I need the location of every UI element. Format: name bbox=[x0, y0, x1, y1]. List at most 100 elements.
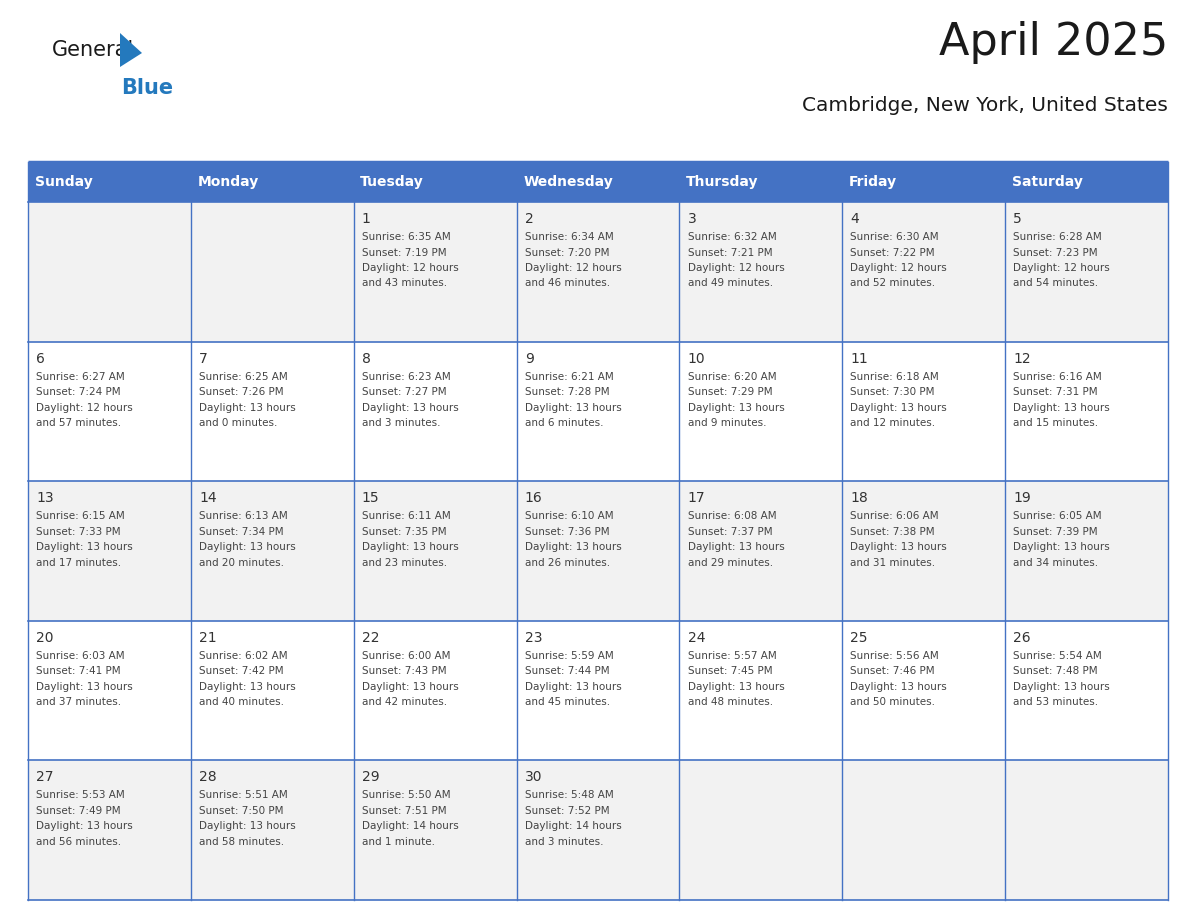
Text: Daylight: 13 hours: Daylight: 13 hours bbox=[36, 543, 133, 553]
Text: Daylight: 12 hours: Daylight: 12 hours bbox=[688, 263, 784, 273]
Text: Sunset: 7:19 PM: Sunset: 7:19 PM bbox=[362, 248, 447, 258]
Text: Sunset: 7:29 PM: Sunset: 7:29 PM bbox=[688, 387, 772, 397]
Bar bbox=[29, 202, 1168, 341]
Text: Sunset: 7:35 PM: Sunset: 7:35 PM bbox=[362, 527, 447, 537]
Text: Daylight: 14 hours: Daylight: 14 hours bbox=[525, 822, 621, 832]
Text: Sunrise: 6:18 AM: Sunrise: 6:18 AM bbox=[851, 372, 940, 382]
Text: Sunrise: 5:57 AM: Sunrise: 5:57 AM bbox=[688, 651, 776, 661]
Text: 12: 12 bbox=[1013, 352, 1031, 365]
Text: 23: 23 bbox=[525, 631, 542, 644]
Text: Sunrise: 6:34 AM: Sunrise: 6:34 AM bbox=[525, 232, 613, 242]
Text: Sunrise: 6:15 AM: Sunrise: 6:15 AM bbox=[36, 511, 125, 521]
Text: Sunrise: 6:13 AM: Sunrise: 6:13 AM bbox=[200, 511, 287, 521]
Text: Sunrise: 6:11 AM: Sunrise: 6:11 AM bbox=[362, 511, 450, 521]
Text: and 48 minutes.: and 48 minutes. bbox=[688, 698, 772, 707]
Text: Daylight: 13 hours: Daylight: 13 hours bbox=[36, 822, 133, 832]
Text: Sunrise: 6:35 AM: Sunrise: 6:35 AM bbox=[362, 232, 450, 242]
Text: and 43 minutes.: and 43 minutes. bbox=[362, 278, 447, 288]
Text: Sunrise: 6:03 AM: Sunrise: 6:03 AM bbox=[36, 651, 125, 661]
Bar bbox=[29, 621, 1168, 760]
Text: Sunrise: 6:23 AM: Sunrise: 6:23 AM bbox=[362, 372, 450, 382]
Text: 8: 8 bbox=[362, 352, 371, 365]
Text: and 57 minutes.: and 57 minutes. bbox=[36, 418, 121, 428]
Text: Monday: Monday bbox=[197, 175, 259, 189]
Text: Sunset: 7:43 PM: Sunset: 7:43 PM bbox=[362, 666, 447, 677]
Text: Cambridge, New York, United States: Cambridge, New York, United States bbox=[802, 95, 1168, 115]
Text: Sunrise: 5:54 AM: Sunrise: 5:54 AM bbox=[1013, 651, 1102, 661]
Text: and 15 minutes.: and 15 minutes. bbox=[1013, 418, 1099, 428]
Bar bbox=[29, 760, 1168, 900]
Text: Sunset: 7:31 PM: Sunset: 7:31 PM bbox=[1013, 387, 1098, 397]
Text: Sunset: 7:41 PM: Sunset: 7:41 PM bbox=[36, 666, 121, 677]
Text: 4: 4 bbox=[851, 212, 859, 226]
Text: Sunrise: 6:30 AM: Sunrise: 6:30 AM bbox=[851, 232, 939, 242]
Text: 19: 19 bbox=[1013, 491, 1031, 505]
Text: Sunset: 7:22 PM: Sunset: 7:22 PM bbox=[851, 248, 935, 258]
Text: Sunrise: 6:06 AM: Sunrise: 6:06 AM bbox=[851, 511, 939, 521]
Text: Daylight: 13 hours: Daylight: 13 hours bbox=[200, 822, 296, 832]
Text: Sunset: 7:52 PM: Sunset: 7:52 PM bbox=[525, 806, 609, 816]
Text: Sunrise: 6:27 AM: Sunrise: 6:27 AM bbox=[36, 372, 125, 382]
Text: Daylight: 13 hours: Daylight: 13 hours bbox=[200, 543, 296, 553]
Text: Sunrise: 6:02 AM: Sunrise: 6:02 AM bbox=[200, 651, 287, 661]
Text: Sunrise: 6:08 AM: Sunrise: 6:08 AM bbox=[688, 511, 776, 521]
Text: 10: 10 bbox=[688, 352, 706, 365]
Text: Wednesday: Wednesday bbox=[523, 175, 613, 189]
Text: and 0 minutes.: and 0 minutes. bbox=[200, 418, 277, 428]
Text: and 42 minutes.: and 42 minutes. bbox=[362, 698, 447, 707]
Text: Friday: Friday bbox=[848, 175, 897, 189]
Text: and 40 minutes.: and 40 minutes. bbox=[200, 698, 284, 707]
Text: 3: 3 bbox=[688, 212, 696, 226]
Text: Daylight: 13 hours: Daylight: 13 hours bbox=[200, 682, 296, 692]
Text: Daylight: 13 hours: Daylight: 13 hours bbox=[851, 682, 947, 692]
Text: Daylight: 13 hours: Daylight: 13 hours bbox=[525, 543, 621, 553]
Text: 14: 14 bbox=[200, 491, 216, 505]
Text: Daylight: 13 hours: Daylight: 13 hours bbox=[1013, 682, 1110, 692]
Text: and 46 minutes.: and 46 minutes. bbox=[525, 278, 609, 288]
Text: and 3 minutes.: and 3 minutes. bbox=[525, 837, 604, 847]
Text: Sunrise: 5:59 AM: Sunrise: 5:59 AM bbox=[525, 651, 613, 661]
Text: 21: 21 bbox=[200, 631, 216, 644]
Bar bbox=[29, 162, 1168, 202]
Text: and 45 minutes.: and 45 minutes. bbox=[525, 698, 609, 707]
Text: Saturday: Saturday bbox=[1012, 175, 1082, 189]
Text: and 49 minutes.: and 49 minutes. bbox=[688, 278, 772, 288]
Text: Sunset: 7:38 PM: Sunset: 7:38 PM bbox=[851, 527, 935, 537]
Text: Sunset: 7:51 PM: Sunset: 7:51 PM bbox=[362, 806, 447, 816]
Text: and 17 minutes.: and 17 minutes. bbox=[36, 558, 121, 567]
Text: Sunrise: 5:50 AM: Sunrise: 5:50 AM bbox=[362, 790, 450, 800]
Text: 13: 13 bbox=[36, 491, 53, 505]
Text: and 3 minutes.: and 3 minutes. bbox=[362, 418, 441, 428]
Text: Sunset: 7:30 PM: Sunset: 7:30 PM bbox=[851, 387, 935, 397]
Text: General: General bbox=[52, 40, 134, 60]
Text: Blue: Blue bbox=[121, 78, 173, 98]
Text: Daylight: 13 hours: Daylight: 13 hours bbox=[851, 543, 947, 553]
Text: Daylight: 13 hours: Daylight: 13 hours bbox=[688, 403, 784, 412]
Text: Sunrise: 6:00 AM: Sunrise: 6:00 AM bbox=[362, 651, 450, 661]
Text: Sunset: 7:23 PM: Sunset: 7:23 PM bbox=[1013, 248, 1098, 258]
Text: and 31 minutes.: and 31 minutes. bbox=[851, 558, 936, 567]
Text: Sunset: 7:27 PM: Sunset: 7:27 PM bbox=[362, 387, 447, 397]
Text: and 56 minutes.: and 56 minutes. bbox=[36, 837, 121, 847]
Text: Sunset: 7:26 PM: Sunset: 7:26 PM bbox=[200, 387, 284, 397]
Text: Sunrise: 6:20 AM: Sunrise: 6:20 AM bbox=[688, 372, 776, 382]
Text: Sunrise: 5:53 AM: Sunrise: 5:53 AM bbox=[36, 790, 125, 800]
Text: Daylight: 13 hours: Daylight: 13 hours bbox=[688, 682, 784, 692]
Text: Sunset: 7:46 PM: Sunset: 7:46 PM bbox=[851, 666, 935, 677]
Text: Daylight: 12 hours: Daylight: 12 hours bbox=[1013, 263, 1110, 273]
Text: Sunset: 7:33 PM: Sunset: 7:33 PM bbox=[36, 527, 121, 537]
Text: 6: 6 bbox=[36, 352, 45, 365]
Text: Sunset: 7:20 PM: Sunset: 7:20 PM bbox=[525, 248, 609, 258]
Text: Daylight: 12 hours: Daylight: 12 hours bbox=[525, 263, 621, 273]
Text: 24: 24 bbox=[688, 631, 704, 644]
Text: 15: 15 bbox=[362, 491, 379, 505]
Text: Sunset: 7:44 PM: Sunset: 7:44 PM bbox=[525, 666, 609, 677]
Text: Sunset: 7:45 PM: Sunset: 7:45 PM bbox=[688, 666, 772, 677]
Text: and 34 minutes.: and 34 minutes. bbox=[1013, 558, 1099, 567]
Text: Sunrise: 6:32 AM: Sunrise: 6:32 AM bbox=[688, 232, 776, 242]
Bar bbox=[29, 481, 1168, 621]
Text: Daylight: 13 hours: Daylight: 13 hours bbox=[362, 543, 459, 553]
Text: Daylight: 13 hours: Daylight: 13 hours bbox=[1013, 543, 1110, 553]
Text: 1: 1 bbox=[362, 212, 371, 226]
Text: and 37 minutes.: and 37 minutes. bbox=[36, 698, 121, 707]
